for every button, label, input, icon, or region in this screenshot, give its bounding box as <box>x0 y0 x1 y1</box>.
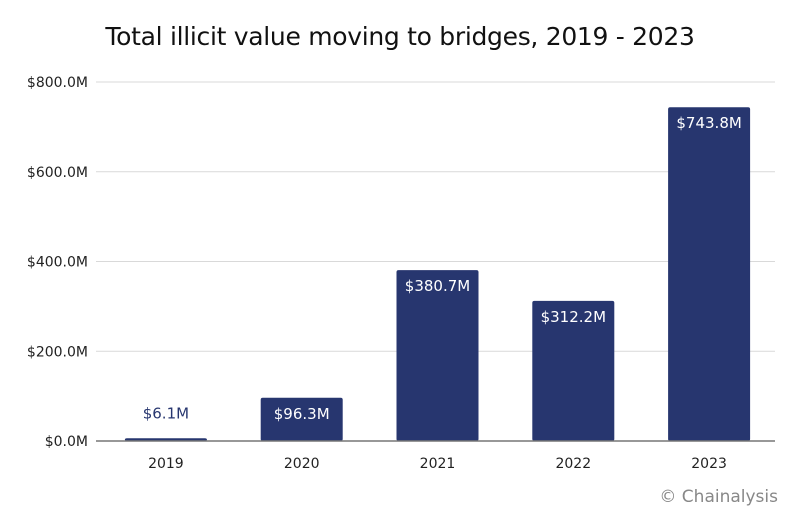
data-label: $96.3M <box>274 405 330 423</box>
x-tick-label: 2023 <box>691 456 727 472</box>
bar <box>396 270 479 441</box>
bar <box>260 397 343 441</box>
y-tick-label: $0.0M <box>45 434 88 450</box>
data-label: $312.2M <box>541 308 606 326</box>
x-tick-label: 2020 <box>284 456 320 472</box>
y-tick-label: $200.0M <box>27 344 88 360</box>
y-tick-label: $800.0M <box>27 75 88 91</box>
data-label: $743.8M <box>676 114 741 132</box>
x-tick-label: 2021 <box>420 456 456 472</box>
data-label: $6.1M <box>143 404 189 422</box>
credit-text: © Chainalysis <box>659 487 778 507</box>
y-tick-label: $600.0M <box>27 165 88 181</box>
y-tick-label: $400.0M <box>27 255 88 271</box>
bar <box>668 107 751 441</box>
chart-title: Total illicit value moving to bridges, 2… <box>105 22 695 51</box>
x-tick-label: 2022 <box>555 456 591 472</box>
bar <box>532 300 615 441</box>
x-tick-label: 2019 <box>148 456 184 472</box>
data-label: $380.7M <box>405 277 470 295</box>
